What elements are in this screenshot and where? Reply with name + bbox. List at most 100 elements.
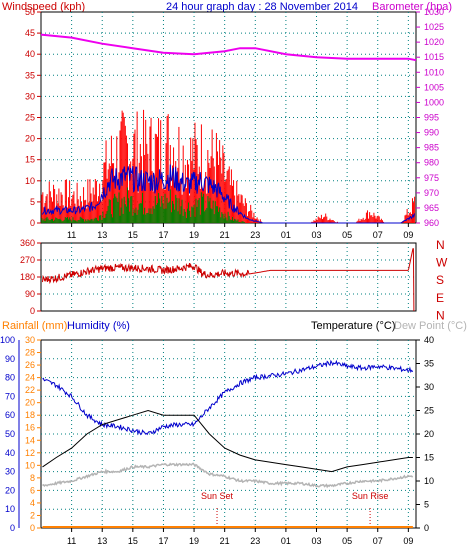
baro-tick-label: 990 <box>424 128 439 138</box>
windspeed-axis-label: Windspeed (kph) <box>2 1 85 13</box>
x-tick-label: 17 <box>158 230 168 240</box>
direction-tick-label: 0 <box>30 306 35 316</box>
direction-tick-label: 90 <box>25 289 35 299</box>
rain-tick-label: 14 <box>25 435 35 445</box>
humidity-tick-label: 80 <box>5 373 15 383</box>
humidity-line <box>42 359 414 436</box>
gridlines <box>41 12 416 528</box>
humidity-tick-label: 70 <box>5 391 15 401</box>
humidity-tick-label: 30 <box>5 467 15 477</box>
rain-tick-label: 20 <box>25 398 35 408</box>
temp-tick-label: 20 <box>424 429 434 439</box>
barometer-line <box>40 33 417 62</box>
baro-tick-label: 970 <box>424 188 439 198</box>
dewpoint-axis-label: Dew Point (°C) <box>394 320 467 332</box>
temp-tick-label: 40 <box>424 335 434 345</box>
compass-label: W <box>436 256 448 270</box>
x-tick-label: 13 <box>97 536 107 546</box>
baro-tick-label: 975 <box>424 173 439 183</box>
humidity-tick-label: 40 <box>5 448 15 458</box>
compass-label: N <box>436 238 445 252</box>
wind-tick-label: 10 <box>25 176 35 186</box>
x-tick-label: 03 <box>312 536 322 546</box>
temp-tick-label: 15 <box>424 453 434 463</box>
humidity-tick-label: 50 <box>5 429 15 439</box>
wind-tick-label: 15 <box>25 155 35 165</box>
rain-tick-label: 18 <box>25 410 35 420</box>
x-tick-label: 19 <box>189 536 199 546</box>
rain-tick-label: 6 <box>30 485 35 495</box>
tick-labels: 0510152025303540455096096597097598098599… <box>0 7 448 546</box>
compass-label: E <box>436 291 444 305</box>
temp-tick-label: 25 <box>424 406 434 416</box>
x-tick-label: 03 <box>312 230 322 240</box>
x-tick-label: 23 <box>250 536 260 546</box>
rain-tick-label: 0 <box>30 523 35 533</box>
x-tick-label: 07 <box>373 230 383 240</box>
direction-series <box>42 248 415 312</box>
temp-tick-label: 35 <box>424 359 434 369</box>
baro-tick-label: 965 <box>424 203 439 213</box>
x-tick-label: 15 <box>128 230 138 240</box>
compass-label: N <box>436 308 445 322</box>
wind-tick-label: 20 <box>25 134 35 144</box>
x-tick-label: 23 <box>250 230 260 240</box>
humidity-tick-label: 100 <box>0 335 15 345</box>
direction-tick-label: 270 <box>20 255 35 265</box>
baro-tick-label: 980 <box>424 158 439 168</box>
rain-tick-label: 22 <box>25 385 35 395</box>
x-tick-label: 01 <box>281 536 291 546</box>
baro-tick-label: 1015 <box>424 52 444 62</box>
baro-tick-label: 1020 <box>424 37 444 47</box>
x-tick-label: 07 <box>373 536 383 546</box>
baro-tick-label: 1025 <box>424 22 444 32</box>
rain-tick-label: 4 <box>30 498 35 508</box>
baro-tick-label: 1010 <box>424 67 444 77</box>
x-tick-label: 05 <box>342 230 352 240</box>
baro-tick-label: 985 <box>424 143 439 153</box>
x-tick-label: 09 <box>403 536 413 546</box>
x-tick-label: 17 <box>158 536 168 546</box>
x-tick-label: 11 <box>67 536 76 546</box>
x-tick-label: 11 <box>67 230 76 240</box>
rain-tick-label: 10 <box>25 460 35 470</box>
baro-tick-label: 995 <box>424 113 439 123</box>
rain-tick-label: 26 <box>25 360 35 370</box>
wind-average-line <box>41 164 415 224</box>
wind-tick-label: 5 <box>30 197 35 207</box>
humidity-tick-label: 10 <box>5 504 15 514</box>
temperature-line <box>42 409 413 473</box>
x-tick-label: 15 <box>128 536 138 546</box>
rain-tick-label: 2 <box>30 510 35 520</box>
wind-series <box>40 33 417 224</box>
x-tick-label: 13 <box>97 230 107 240</box>
temp-tick-label: 10 <box>424 476 434 486</box>
direction-line <box>42 248 415 312</box>
rain-tick-label: 12 <box>25 448 35 458</box>
humidity-tick-label: 90 <box>5 354 15 364</box>
temperature-series: Sun Set Sun Rise <box>42 359 414 528</box>
humidity-axis-label: Humidity (%) <box>67 320 130 332</box>
wind-tick-label: 45 <box>25 28 35 38</box>
x-tick-label: 21 <box>220 230 230 240</box>
rainfall-axis-label: Rainfall (mm) <box>2 320 67 332</box>
sun-event-label: Sun Set <box>201 491 234 501</box>
temp-tick-label: 5 <box>424 500 429 510</box>
rain-tick-label: 16 <box>25 423 35 433</box>
dewpoint-line <box>42 462 414 489</box>
sun-event-label: Sun Rise <box>352 491 389 501</box>
baro-tick-label: 1000 <box>424 97 444 107</box>
chart-title: 24 hour graph day : 28 November 2014 <box>166 1 358 13</box>
humidity-tick-label: 0 <box>10 523 15 533</box>
compass-label: S <box>436 273 444 287</box>
x-tick-label: 19 <box>189 230 199 240</box>
baro-tick-label: 960 <box>424 218 439 228</box>
direction-tick-label: 180 <box>20 272 35 282</box>
wind-tick-label: 35 <box>25 70 35 80</box>
x-tick-label: 01 <box>281 230 291 240</box>
temperature-axis-label: Temperature (°C) <box>311 320 395 332</box>
temp-tick-label: 30 <box>424 382 434 392</box>
rain-tick-label: 24 <box>25 373 35 383</box>
wind-tick-label: 0 <box>30 218 35 228</box>
